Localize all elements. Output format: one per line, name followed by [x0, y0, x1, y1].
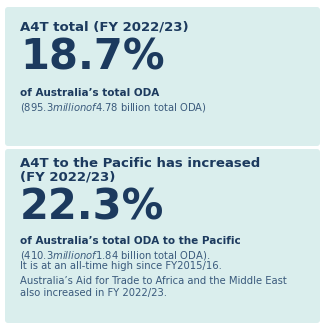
Text: It is at an all-time high since FY2015/16.: It is at an all-time high since FY2015/1…: [20, 261, 222, 271]
FancyBboxPatch shape: [5, 149, 320, 323]
FancyBboxPatch shape: [5, 7, 320, 146]
Text: ($410.3 million of $1.84 billion total ODA).: ($410.3 million of $1.84 billion total O…: [20, 249, 210, 262]
Text: (FY 2022/23): (FY 2022/23): [20, 171, 115, 184]
Text: 18.7%: 18.7%: [20, 37, 165, 79]
Text: ($895.3 million of $4.78 billion total ODA): ($895.3 million of $4.78 billion total O…: [20, 101, 207, 114]
Text: of Australia’s total ODA: of Australia’s total ODA: [20, 88, 159, 98]
Text: A4T to the Pacific has increased: A4T to the Pacific has increased: [20, 157, 260, 170]
Text: also increased in FY 2022/23.: also increased in FY 2022/23.: [20, 288, 167, 298]
Text: of Australia’s total ODA to the Pacific: of Australia’s total ODA to the Pacific: [20, 236, 241, 246]
Text: Australia’s Aid for Trade to Africa and the Middle East: Australia’s Aid for Trade to Africa and …: [20, 276, 287, 286]
Text: A4T total (FY 2022/23): A4T total (FY 2022/23): [20, 21, 188, 34]
Text: 22.3%: 22.3%: [20, 187, 164, 229]
